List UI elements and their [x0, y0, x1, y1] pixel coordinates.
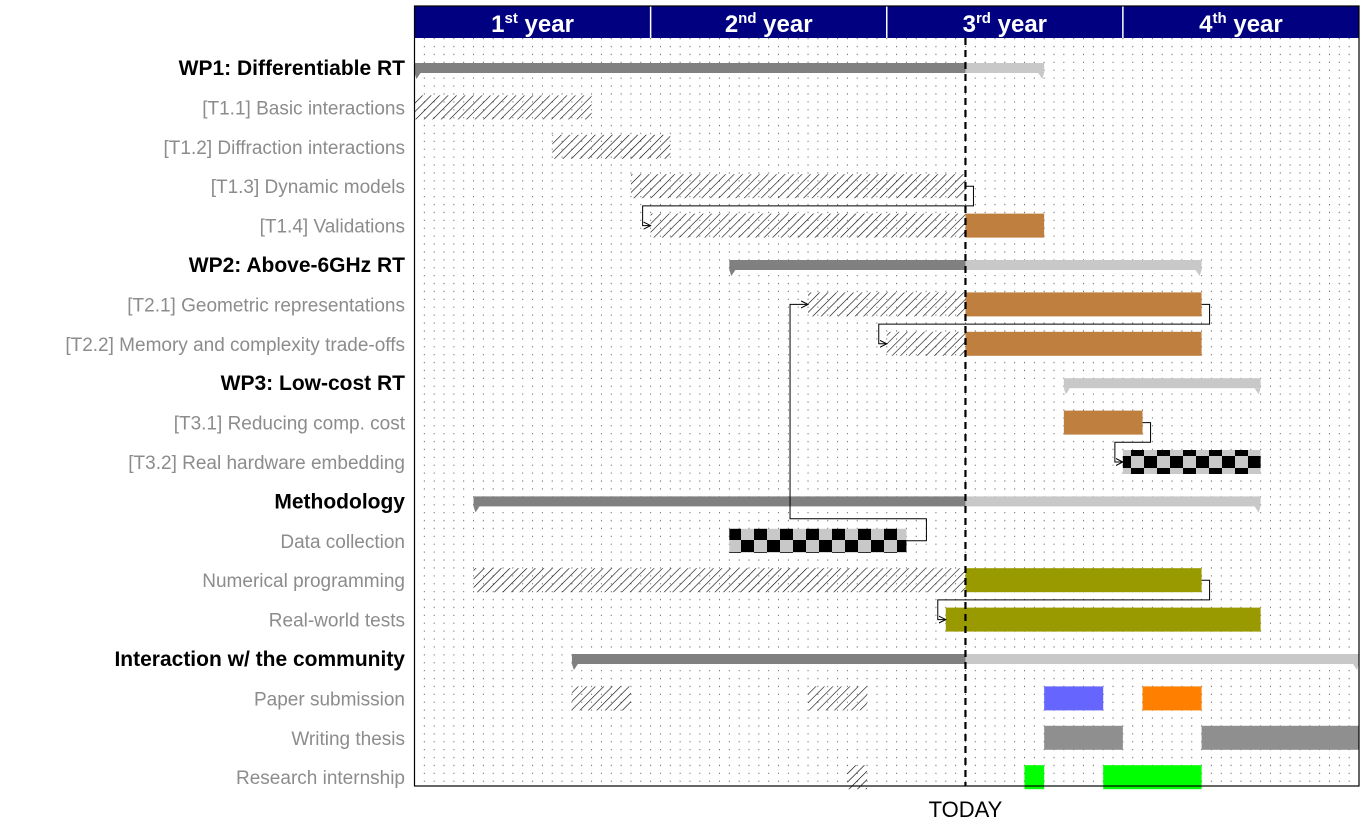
task-bar-hatch [808, 686, 868, 711]
group-bar-end-tick [1254, 388, 1261, 395]
task-bar-checker [1122, 450, 1261, 474]
group-bar [965, 260, 1202, 270]
year-label: 2nd year [725, 10, 813, 38]
dependency-arrow [878, 303, 1211, 343]
group-bar-start-tick [571, 664, 578, 670]
dependency-arrow [642, 185, 974, 225]
year-header: 1st year 2nd year 3rd year 4th year [414, 6, 1359, 38]
task-bar-green [1024, 765, 1045, 790]
group-label: WP2: Above-6GHz RT [189, 254, 405, 277]
group-label: Methodology [274, 490, 405, 513]
group-bar-end-tick [1195, 270, 1202, 276]
task-label: Research internship [236, 768, 405, 789]
dependency-arrow [937, 579, 1211, 619]
group-bar [1063, 378, 1261, 389]
task-bar-hatch [808, 292, 966, 317]
dependency-links [642, 185, 1211, 619]
year-label: 3rd year [963, 10, 1047, 38]
task-bar-olive [965, 568, 1202, 593]
task-label: [T1.4] Validations [260, 217, 405, 238]
task-bar-gray [1201, 725, 1359, 750]
group-label: WP1: Differentiable RT [179, 57, 406, 80]
task-bar-hatch [886, 331, 966, 356]
year-header-cell [886, 6, 1123, 38]
task-label: [T3.2] Real hardware embedding [128, 453, 405, 474]
group-bar [965, 654, 1359, 664]
year-header-cell [650, 6, 887, 38]
group-bar-start-tick [1063, 388, 1070, 395]
group-bar-end-tick [1038, 73, 1045, 79]
task-bar-hatch [650, 213, 966, 238]
year-header-cell [1122, 6, 1359, 38]
group-bar [414, 63, 966, 73]
task-bar-blue [1044, 686, 1104, 711]
task-bars [414, 63, 1359, 790]
group-bar [965, 63, 1045, 73]
group-bar-start-tick [473, 506, 480, 513]
group-bar-end-tick [1254, 506, 1261, 513]
group-bar [965, 496, 1261, 507]
task-label: Numerical programming [202, 571, 405, 592]
today-marker: TODAY [929, 38, 1003, 822]
group-bar-start-tick [729, 270, 736, 276]
task-bar-green [1103, 765, 1202, 790]
year-label: 1st year [491, 10, 574, 38]
task-label: [T1.1] Basic interactions [202, 98, 405, 119]
chart-frame [413, 5, 1360, 787]
group-label: Interaction w/ the community [114, 648, 405, 671]
group-bar-end-tick [1353, 664, 1359, 670]
task-bar-hatch [630, 174, 966, 199]
task-bar-checker [729, 528, 907, 553]
task-bar-orange [1142, 686, 1202, 711]
row-labels: WP1: Differentiable RT [T1.1] Basic inter… [65, 57, 405, 789]
task-label: [T2.1] Geometric representations [127, 295, 405, 316]
task-bar-brown [965, 213, 1045, 238]
task-bar-hatch [571, 686, 631, 711]
group-bar [473, 496, 966, 507]
group-bar [571, 654, 966, 664]
task-bar-hatch [473, 568, 966, 593]
group-bar [729, 260, 966, 270]
task-bar-brown [965, 292, 1202, 317]
dependency-arrow [789, 304, 927, 542]
group-bar-start-tick [414, 73, 421, 79]
task-bar-hatch [847, 765, 868, 790]
group-label: WP3: Low-cost RT [221, 372, 405, 395]
task-label: Real-world tests [269, 611, 405, 632]
task-bar-gray [1044, 725, 1123, 750]
year-header-cell [414, 6, 651, 38]
task-bar-brown [1063, 410, 1143, 435]
task-label: [T1.2] Diffraction interactions [164, 138, 405, 159]
dependency-arrow [1114, 422, 1152, 462]
task-label: Data collection [280, 532, 405, 553]
task-label: [T3.1] Reducing comp. cost [174, 414, 406, 435]
task-bar-hatch [552, 134, 671, 159]
task-label: Paper submission [254, 689, 405, 710]
task-bar-olive [945, 607, 1261, 632]
task-bar-brown [965, 331, 1202, 356]
task-label: [T2.2] Memory and complexity trade-offs [65, 335, 405, 356]
task-bar-hatch [414, 95, 592, 120]
year-label: 4th year [1199, 10, 1283, 38]
task-label: [T1.3] Dynamic models [211, 177, 405, 198]
task-label: Writing thesis [291, 729, 405, 750]
today-label: TODAY [929, 797, 1003, 822]
